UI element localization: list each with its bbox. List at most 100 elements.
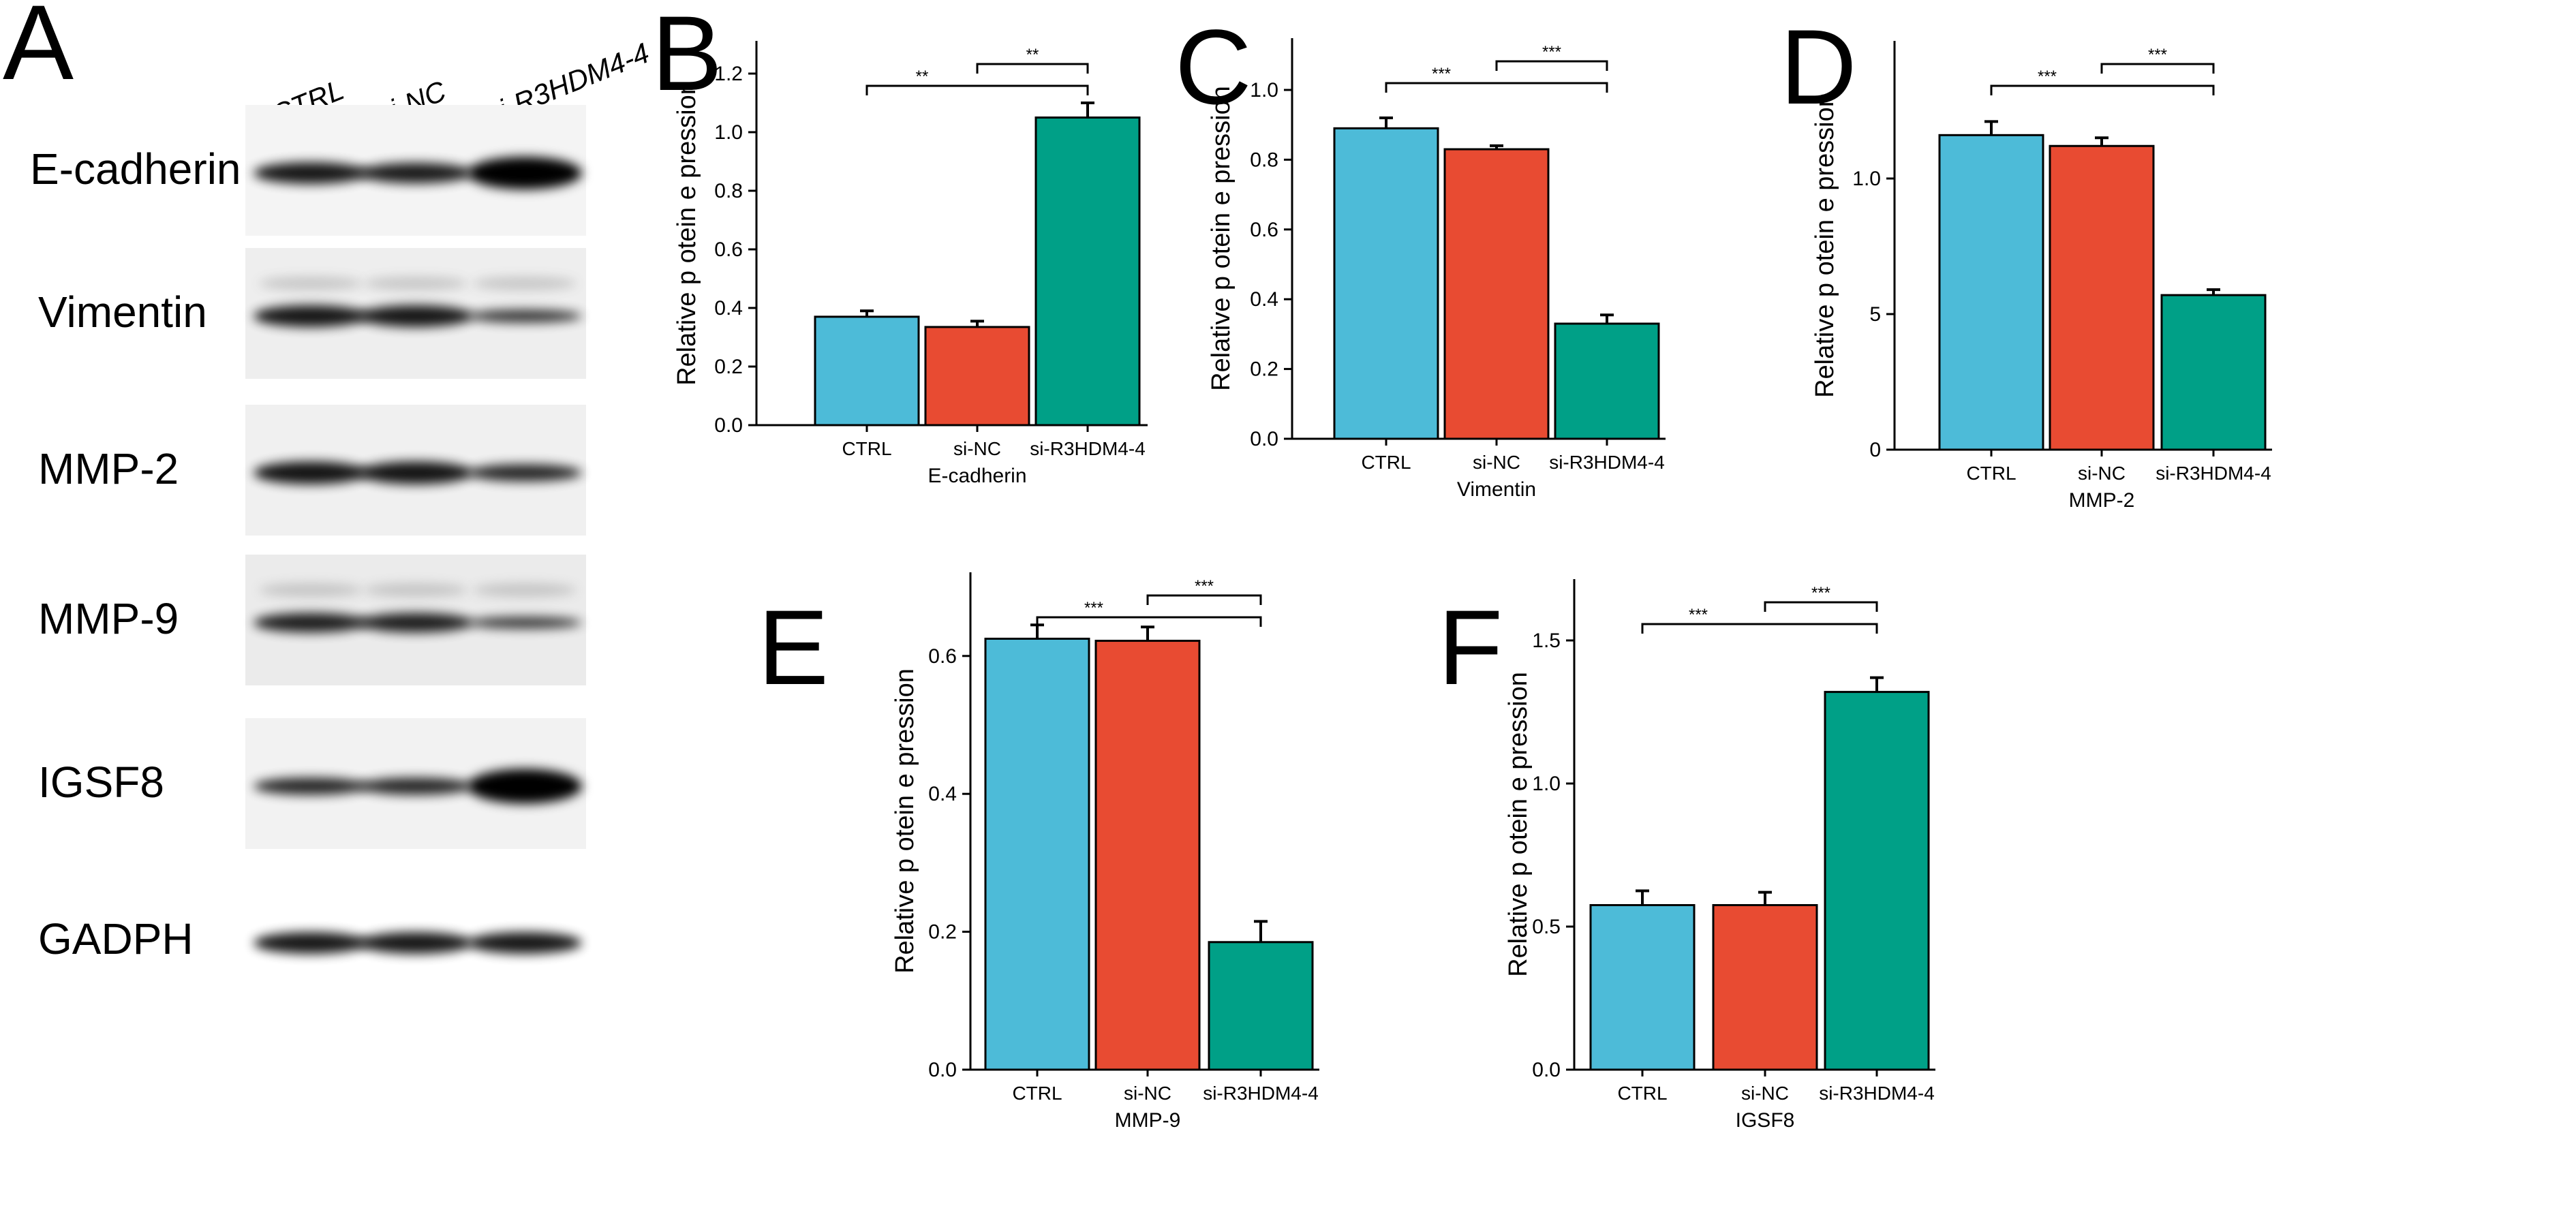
bar-ctrl: [814, 315, 920, 427]
y-tick-label: 0.8: [1250, 149, 1278, 171]
y-tick-label: 0.0: [928, 1059, 957, 1081]
significance-bracket: [1495, 60, 1608, 71]
bar-ctrl: [1938, 134, 2044, 451]
bar-charts: B 0.0 0.2 0.4 0.6 0.8 1.0 1.2 Relative p otein e…: [651, 0, 2272, 1132]
blot-row-mmp-9: MMP-9: [38, 555, 586, 685]
bar-si-nc: [1094, 640, 1201, 1071]
y-axis-label: Relative p otein e pression: [1504, 672, 1533, 977]
protein-band: [467, 157, 582, 189]
nonspecific-band: [364, 583, 467, 597]
x-tick-label: CTRL: [1617, 1083, 1667, 1104]
protein-band: [358, 612, 473, 633]
bar-si-r3hdm4-4: [1208, 941, 1314, 1071]
blot-row-label: GADPH: [38, 914, 194, 963]
y-axis-label: Relative p otein e pression: [891, 668, 919, 974]
significance-bracket: [1990, 84, 2215, 95]
y-tick-label: 0.8: [714, 180, 743, 202]
significance-label: ***: [1195, 577, 1214, 595]
protein-band: [467, 309, 582, 323]
protein-band: [358, 305, 473, 327]
bar-ctrl: [984, 638, 1090, 1071]
chart-panel-f: F 0.0 0.5 1.0 1.5 Relative p otein e pression…: [1438, 579, 1935, 1132]
x-tick-label: si-R3HDM4-4: [1819, 1083, 1935, 1104]
significance-label: ***: [1084, 599, 1103, 617]
panel-label: C: [1175, 8, 1252, 127]
blot-row-label: Vimentin: [38, 288, 207, 337]
y-tick-label: 1.2: [714, 63, 743, 85]
protein-band: [254, 612, 368, 633]
blot-row-vimentin: Vimentin: [38, 248, 586, 379]
y-tick-label: 0.0: [714, 414, 743, 437]
significance-bracket: [1146, 594, 1262, 605]
x-tick-label: si-NC: [953, 438, 1001, 459]
y-tick-label: 0.0: [1250, 428, 1278, 450]
blot-row-e-cadherin: E-cadherin: [30, 105, 586, 236]
bar-si-nc: [1712, 904, 1818, 1071]
x-tick-label: si-NC: [1124, 1083, 1171, 1104]
x-axis-label: IGSF8: [1736, 1109, 1795, 1132]
protein-band: [467, 932, 582, 954]
y-tick-label: 0.2: [714, 356, 743, 378]
significance-bracket: [1641, 623, 1878, 634]
significance-bracket: [1385, 82, 1608, 93]
panel-label: F: [1438, 589, 1503, 707]
x-tick-label: CTRL: [1966, 463, 2016, 484]
significance-label: ***: [1689, 606, 1708, 624]
blot-row-igsf8: IGSF8: [38, 718, 586, 849]
protein-band: [467, 464, 582, 482]
x-tick-label: si-R3HDM4-4: [2156, 463, 2271, 484]
bar-si-r3hdm4-4: [1824, 691, 1930, 1071]
y-tick-label: 1.5: [1532, 630, 1561, 652]
protein-band: [358, 777, 473, 795]
nonspecific-band: [473, 583, 577, 597]
bar-ctrl: [1589, 904, 1696, 1071]
x-tick-label: si-R3HDM4-4: [1030, 438, 1146, 459]
bar-ctrl: [1333, 127, 1439, 440]
x-tick-label: si-R3HDM4-4: [1203, 1083, 1319, 1104]
nonspecific-band: [259, 277, 363, 290]
blot-row-label: E-cadherin: [30, 144, 241, 193]
y-tick-label: 0.2: [928, 921, 957, 944]
y-tick-label: 1.0: [1852, 168, 1881, 190]
protein-band: [358, 932, 473, 954]
y-axis-label: Relative p otein e pression: [1207, 86, 1236, 391]
significance-label: ***: [1542, 43, 1561, 61]
blot-row-label: IGSF8: [38, 758, 164, 807]
blot-row-label: MMP-9: [38, 594, 179, 643]
blot-row-gadph: GADPH: [38, 875, 586, 1006]
protein-band: [254, 777, 368, 795]
x-axis-label: MMP-2: [2069, 489, 2135, 512]
x-tick-label: CTRL: [1361, 452, 1411, 473]
y-tick-label: 0.0: [1532, 1059, 1561, 1081]
protein-band: [254, 162, 368, 184]
y-axis-label: Relative p otein e pression: [673, 80, 701, 386]
significance-label: ***: [1811, 584, 1830, 602]
bar-si-nc: [2049, 144, 2155, 451]
panel-label-a: A: [3, 0, 74, 102]
protein-band: [467, 617, 582, 629]
nonspecific-band: [364, 277, 467, 290]
y-tick-label: 5: [1869, 303, 1881, 326]
y-tick-label: 0.4: [1250, 288, 1278, 311]
y-tick-label: 1.0: [1250, 79, 1278, 102]
y-tick-label: 0.4: [928, 783, 957, 805]
y-tick-label: 1.0: [714, 121, 743, 144]
significance-bracket: [1036, 616, 1262, 627]
x-axis-label: E-cadherin: [927, 465, 1026, 487]
y-axis-label: Relative p otein e pression: [1811, 93, 1839, 398]
y-tick-label: 0.6: [1250, 219, 1278, 241]
significance-bracket: [865, 84, 1089, 95]
nonspecific-band: [259, 583, 363, 597]
chart-panel-c: C 0.0 0.2 0.4 0.6 0.8 1.0 Relative p otein e pr…: [1175, 8, 1666, 501]
y-tick-label: 0.5: [1532, 916, 1561, 938]
protein-band: [254, 932, 368, 954]
significance-label: ***: [2038, 67, 2057, 86]
panel-label: E: [758, 589, 829, 707]
significance-bracket: [2100, 63, 2215, 74]
protein-band: [254, 305, 368, 327]
y-tick-label: 0.6: [928, 645, 957, 668]
protein-band: [254, 461, 368, 484]
y-tick-label: 0.2: [1250, 358, 1278, 381]
